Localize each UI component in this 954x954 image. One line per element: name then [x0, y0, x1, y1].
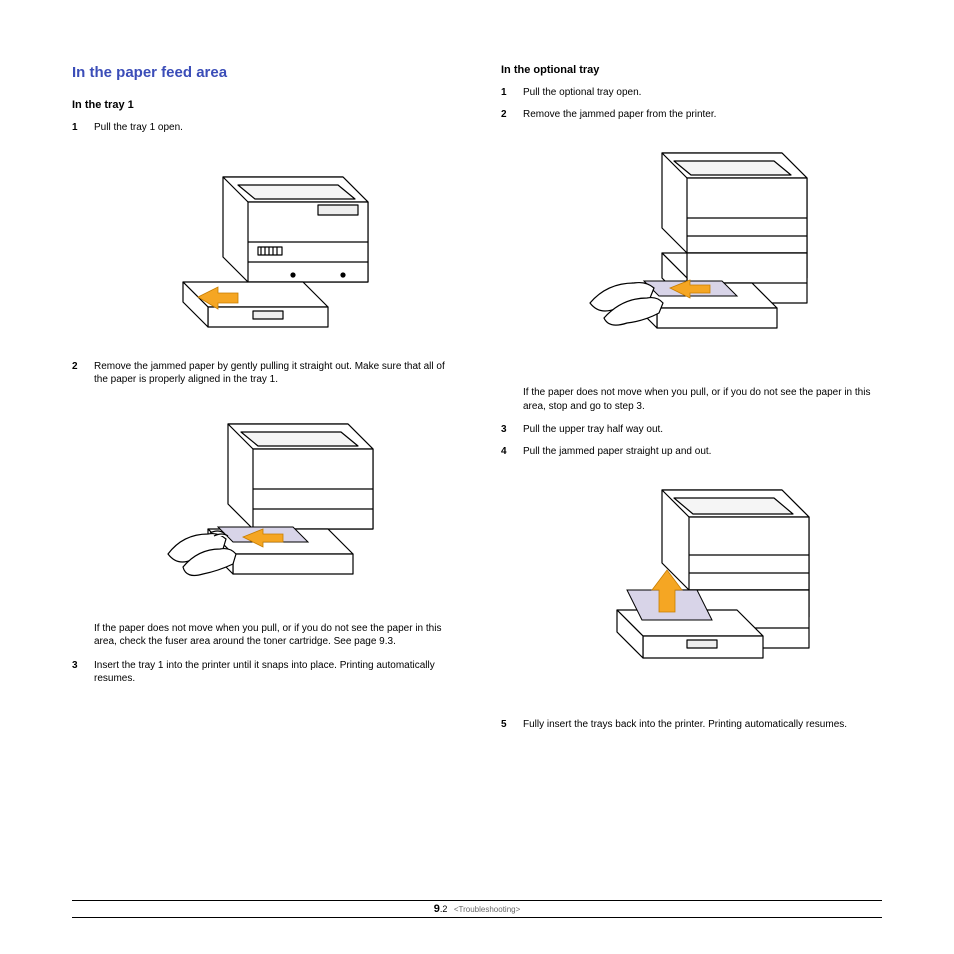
step-r3: 3 Pull the upper tray half way out. — [501, 423, 882, 437]
step-number: 3 — [72, 659, 84, 686]
step-text: Pull the tray 1 open. — [94, 121, 453, 135]
page-number-minor: .2 — [440, 904, 448, 914]
footer-section-label: <Troubleshooting> — [454, 905, 520, 914]
step-number: 1 — [501, 86, 513, 100]
step-number: 5 — [501, 718, 513, 732]
figure-tray1-open — [72, 147, 453, 342]
section-title: In the paper feed area — [72, 64, 453, 81]
left-column: In the paper feed area In the tray 1 1 P… — [72, 64, 453, 740]
note-text-r: If the paper does not move when you pull… — [523, 386, 882, 413]
step-number: 2 — [501, 108, 513, 122]
note-text: If the paper does not move when you pull… — [94, 622, 453, 649]
step-r5: 5 Fully insert the trays back into the p… — [501, 718, 882, 732]
step-text: Pull the jammed paper straight up and ou… — [523, 445, 882, 459]
step-text: Remove the jammed paper by gently pullin… — [94, 360, 453, 387]
subheading-tray1: In the tray 1 — [72, 99, 453, 111]
figure-paper-up-out — [501, 470, 882, 700]
step-text: Pull the optional tray open. — [523, 86, 882, 100]
step-r1: 1 Pull the optional tray open. — [501, 86, 882, 100]
content-columns: In the paper feed area In the tray 1 1 P… — [72, 64, 882, 740]
figure-optional-tray-remove — [501, 133, 882, 368]
right-column: In the optional tray 1 Pull the optional… — [501, 64, 882, 740]
step-text: Insert the tray 1 into the printer until… — [94, 659, 453, 686]
page-footer: 9.2 <Troubleshooting> — [72, 900, 882, 918]
step-r4: 4 Pull the jammed paper straight up and … — [501, 445, 882, 459]
step-3: 3 Insert the tray 1 into the printer unt… — [72, 659, 453, 686]
step-1: 1 Pull the tray 1 open. — [72, 121, 453, 135]
step-number: 3 — [501, 423, 513, 437]
step-text: Pull the upper tray half way out. — [523, 423, 882, 437]
step-r2: 2 Remove the jammed paper from the print… — [501, 108, 882, 122]
subheading-optional-tray: In the optional tray — [501, 64, 882, 76]
step-number: 4 — [501, 445, 513, 459]
step-text: Fully insert the trays back into the pri… — [523, 718, 882, 732]
step-number: 1 — [72, 121, 84, 135]
step-2: 2 Remove the jammed paper by gently pull… — [72, 360, 453, 387]
figure-remove-paper-tray1 — [72, 399, 453, 604]
step-number: 2 — [72, 360, 84, 387]
step-text: Remove the jammed paper from the printer… — [523, 108, 882, 122]
